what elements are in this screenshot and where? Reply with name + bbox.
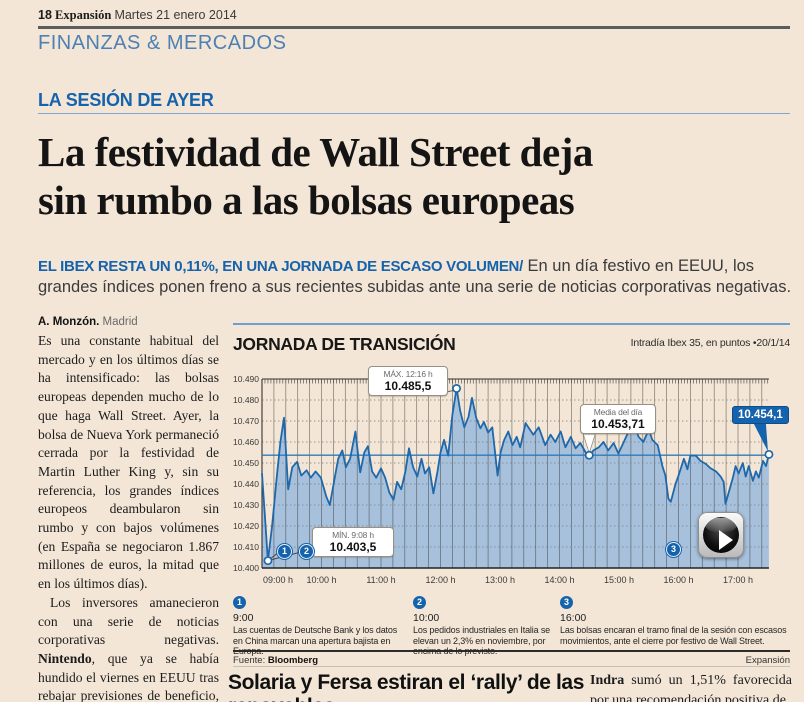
callout-average-value: 10.453,71	[591, 417, 645, 431]
bottom-text-line2: por una recomendación positiva de	[590, 692, 786, 702]
kicker-rule	[38, 113, 790, 114]
source-rule	[233, 650, 790, 652]
svg-text:14:00 h: 14:00 h	[544, 575, 574, 585]
callout-average-label: Media del día	[593, 407, 643, 417]
headline-line2: sin rumbo a las bolsas europeas	[38, 177, 575, 223]
svg-text:17:00 h: 17:00 h	[723, 575, 753, 585]
note-3-number: 3	[560, 596, 573, 609]
svg-text:10.440: 10.440	[233, 479, 259, 489]
chart-note-2: 2 10:00 Los pedidos industriales en Ital…	[413, 596, 551, 657]
article-paragraph-2: Los inversores amanecieron con una serie…	[38, 594, 219, 702]
chart-credit: Expansión	[745, 655, 790, 666]
chart-note-1: 1 9:00 Las cuentas de Deutsche Bank y lo…	[233, 596, 407, 657]
note-3-time: 16:00	[560, 612, 587, 624]
callout-close: 10.454,1	[732, 406, 789, 424]
deck-lead: EL IBEX RESTA UN 0,11%, EN UNA JORNADA D…	[38, 258, 523, 275]
bottom-article-column: Indra sumó un 1,51% favorecida por una r…	[590, 671, 792, 702]
svg-text:10:00 h: 10:00 h	[306, 575, 336, 585]
chart-marker-2: 2	[299, 544, 314, 559]
section-title: FINANZAS & MERCADOS	[38, 32, 287, 54]
chart-title: JORNADA DE TRANSICIÓN	[233, 334, 456, 354]
article-paragraph-1: Es una constante habitual del mercado y …	[38, 333, 219, 592]
note-2-number: 2	[413, 596, 426, 609]
svg-text:12:00 h: 12:00 h	[425, 575, 455, 585]
svg-text:09:00 h: 09:00 h	[263, 575, 293, 585]
play-button-gloss	[705, 518, 737, 532]
source-name: Bloomberg	[267, 655, 318, 666]
deck-rest: En un día festivo en EEUU, los grandes í…	[38, 257, 792, 296]
masthead: 18 Expansión Martes 21 enero 2014	[38, 8, 237, 23]
note-1-number: 1	[233, 596, 246, 609]
chart-panel-bottom-rule	[233, 666, 790, 667]
kicker: LA SESIÓN DE AYER	[38, 90, 214, 110]
note-1-time: 9:00	[233, 612, 254, 624]
masthead-rule	[38, 26, 790, 29]
svg-text:15:00 h: 15:00 h	[604, 575, 634, 585]
article-column: A. Monzón. Madrid Es una constante habit…	[38, 316, 219, 702]
callout-max: MÁX. 12:16 h 10.485,5	[368, 366, 448, 396]
svg-text:10.470: 10.470	[233, 416, 259, 426]
callout-min: MÍN. 9:08 h 10.403,5	[312, 527, 394, 557]
bottom-text: sumó un 1,51% favorecida	[624, 673, 792, 688]
svg-text:13:00 h: 13:00 h	[485, 575, 515, 585]
svg-text:10.420: 10.420	[233, 521, 259, 531]
bottom-company-name: Indra	[590, 673, 625, 688]
svg-text:10.480: 10.480	[233, 395, 259, 405]
svg-text:10.400: 10.400	[233, 563, 259, 573]
deck: EL IBEX RESTA UN 0,11%, EN UNA JORNADA D…	[38, 256, 794, 298]
chart-panel-top-rule	[233, 323, 790, 325]
headline-line1: La festividad de Wall Street deja	[38, 129, 593, 175]
brand-name: Expansión	[55, 8, 112, 22]
callout-min-value: 10.403,5	[329, 540, 377, 554]
svg-text:10.490: 10.490	[233, 374, 259, 384]
svg-text:11:00 h: 11:00 h	[366, 575, 395, 585]
byline-location: Madrid	[99, 316, 138, 328]
svg-text:10.430: 10.430	[233, 500, 259, 510]
callout-min-label: MÍN. 9:08 h	[332, 530, 374, 540]
chart-marker-3: 3	[666, 542, 681, 557]
svg-text:16:00 h: 16:00 h	[663, 575, 693, 585]
chart-subtitle: Intradía Ibex 35, en puntos •20/1/14	[630, 337, 791, 349]
page-number: 18	[38, 8, 52, 22]
byline-author: A. Monzón.	[38, 316, 100, 328]
callout-max-label: MÁX. 12:16 h	[383, 369, 433, 379]
byline: A. Monzón. Madrid	[38, 316, 219, 328]
note-3-text: Las bolsas encaran el tramo final de la …	[560, 625, 787, 646]
note-2-text: Los pedidos industriales en Italia se el…	[413, 625, 551, 656]
chart-marker-1: 1	[277, 544, 292, 559]
source-row: Fuente: Bloomberg Expansión	[233, 655, 790, 666]
callout-average: Media del día 10.453,71	[580, 404, 656, 434]
source-label: Fuente:	[233, 655, 268, 666]
video-play-button[interactable]	[698, 512, 744, 558]
note-2-time: 10:00	[413, 612, 440, 624]
chart-note-3: 3 16:00 Las bolsas encaran el tramo fina…	[560, 596, 790, 646]
svg-text:10.410: 10.410	[233, 542, 259, 552]
svg-text:10.450: 10.450	[233, 458, 259, 468]
note-1-text: Las cuentas de Deutsche Bank y los datos…	[233, 625, 398, 656]
bottom-headline: Solaria y Fersa estiran el ‘rally’ de la…	[228, 671, 584, 702]
intraday-line-chart: 10.400 10.410 10.420 10.430 10.440 10.450 10.4…	[233, 374, 774, 585]
callout-max-value: 10.485,5	[384, 379, 432, 393]
edition-date: Martes 21 enero 2014	[114, 8, 237, 22]
svg-text:10.460: 10.460	[233, 437, 259, 447]
headline: La festividad de Wall Street deja sin ru…	[38, 128, 778, 224]
